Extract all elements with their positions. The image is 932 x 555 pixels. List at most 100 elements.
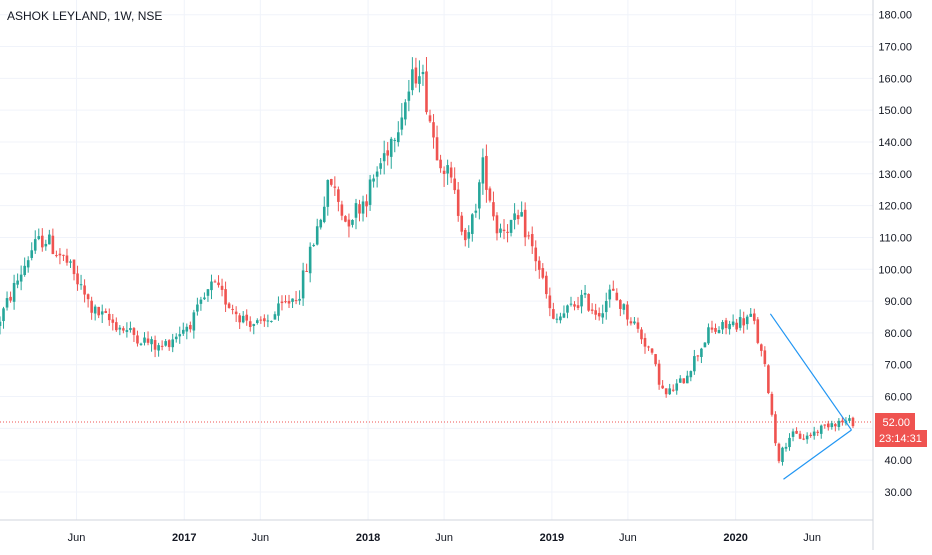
candle-body <box>643 337 647 347</box>
candle-body <box>238 315 241 323</box>
candle-body <box>418 76 421 84</box>
y-tick-label: 90.00 <box>884 296 912 308</box>
candle-down <box>213 279 217 283</box>
trendline <box>769 313 852 431</box>
candle-up <box>566 304 569 319</box>
candle-up <box>277 296 280 321</box>
grid <box>0 0 873 520</box>
candle-down <box>425 56 428 115</box>
candle-down <box>615 288 619 301</box>
candle-up <box>143 332 146 346</box>
candle-body <box>220 285 224 290</box>
candle-down <box>167 339 171 351</box>
candle-body <box>795 430 798 434</box>
candle-up <box>749 307 753 318</box>
candle-body <box>171 339 175 348</box>
candle-body <box>428 115 432 122</box>
candle-body <box>107 313 111 321</box>
candle-body <box>636 322 640 329</box>
candle-body <box>848 418 851 421</box>
candle-body <box>495 215 499 234</box>
candle-body <box>414 67 418 84</box>
candle-down <box>767 364 770 395</box>
candle-body <box>527 235 530 237</box>
candle-down <box>160 340 164 351</box>
candle-body <box>65 255 69 263</box>
candle-body <box>541 268 545 278</box>
candle-up <box>393 137 397 153</box>
candle-up <box>19 265 23 291</box>
candle-body <box>760 344 763 351</box>
x-tick-label: Jun <box>619 532 637 544</box>
candle-up <box>738 309 742 331</box>
candle-down <box>333 176 337 196</box>
candle-body <box>132 328 136 335</box>
candle-down <box>545 271 548 299</box>
y-tick-label: 80.00 <box>884 328 912 340</box>
candle-body <box>689 371 693 378</box>
candle-down <box>826 420 830 431</box>
candle-up <box>608 284 612 308</box>
candle-body <box>386 150 390 156</box>
candle-up <box>622 303 626 315</box>
candle-body <box>30 250 34 258</box>
candle-body <box>361 201 365 214</box>
candle-body <box>446 165 449 174</box>
candle-body <box>136 335 139 344</box>
candle-down <box>287 294 291 308</box>
candle-down <box>714 323 717 335</box>
candle-body <box>728 323 731 330</box>
candle-up <box>139 342 143 346</box>
candle-up <box>478 179 481 220</box>
candle-up <box>118 325 122 336</box>
candle-down <box>86 293 90 308</box>
candle-body <box>809 434 812 436</box>
candle-body <box>647 346 650 348</box>
trendline <box>783 429 852 480</box>
candle-up <box>178 326 182 344</box>
x-tick-label: Jun <box>803 532 821 544</box>
candle-down <box>823 424 827 429</box>
candle-down <box>770 391 774 417</box>
candle-body <box>245 314 249 321</box>
candle-body <box>770 393 774 415</box>
candle-body <box>330 179 333 185</box>
candle-body <box>841 420 844 423</box>
candle-down <box>111 314 115 331</box>
candle-down <box>55 250 58 258</box>
candle-body <box>48 234 51 245</box>
candle-down <box>72 259 76 281</box>
candle-body <box>509 219 513 233</box>
candle-down <box>305 263 308 272</box>
candle-body <box>203 297 206 300</box>
candle-down <box>62 254 65 262</box>
candle-body <box>478 182 481 209</box>
candle-up <box>171 333 175 353</box>
candle-down <box>696 354 700 362</box>
candle-body <box>502 229 506 231</box>
candle-up <box>241 311 245 324</box>
candle-down <box>122 326 125 334</box>
candle-body <box>115 322 118 331</box>
candle-up <box>404 99 407 126</box>
candle-down <box>752 308 756 325</box>
candle-body <box>40 235 44 248</box>
candle-body <box>100 311 104 315</box>
candle-up <box>129 321 132 333</box>
candle-body <box>576 305 580 308</box>
candle-down <box>220 278 224 297</box>
candle-down <box>9 291 12 303</box>
y-tick-label: 170.00 <box>878 42 912 54</box>
candle-up <box>30 242 34 261</box>
candle-up <box>354 198 358 230</box>
candle-body <box>520 212 523 217</box>
candle-body <box>805 435 809 440</box>
x-tick-label: Jun <box>251 532 269 544</box>
candle-down <box>58 248 62 265</box>
candle-down <box>650 348 654 355</box>
candle-body <box>181 329 185 334</box>
candle-body <box>298 298 301 301</box>
candle-down <box>809 432 812 438</box>
candle-body <box>150 339 153 345</box>
